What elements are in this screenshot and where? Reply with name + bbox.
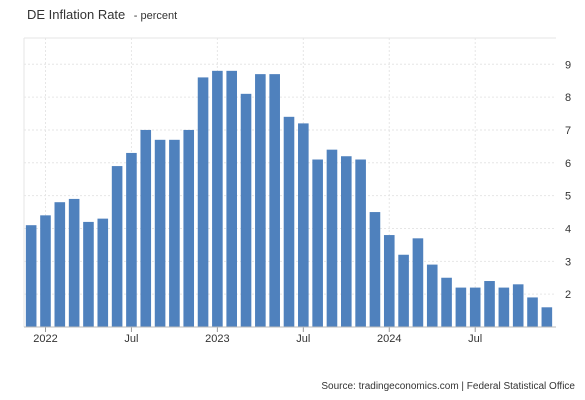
bar bbox=[169, 139, 180, 327]
x-tick-label: Jul bbox=[124, 333, 138, 345]
bar bbox=[97, 218, 109, 328]
bar bbox=[498, 287, 510, 327]
bar bbox=[140, 129, 152, 327]
bar bbox=[412, 238, 424, 327]
y-tick-label: 8 bbox=[565, 92, 571, 104]
y-tick-label: 5 bbox=[565, 191, 571, 203]
bar bbox=[25, 225, 37, 327]
chart-header: DE Inflation Rate - percent bbox=[27, 6, 177, 24]
bar bbox=[441, 277, 452, 327]
x-tick-label: 2023 bbox=[205, 333, 229, 345]
bar bbox=[326, 149, 338, 327]
bar bbox=[484, 281, 495, 327]
y-tick-label: 6 bbox=[565, 158, 571, 170]
x-tick-label: Jul bbox=[468, 333, 482, 345]
bar bbox=[226, 70, 237, 327]
chart-subtitle: - percent bbox=[133, 10, 178, 22]
bar bbox=[341, 156, 352, 327]
bar bbox=[283, 116, 295, 327]
bar bbox=[527, 297, 538, 327]
y-tick-label: 3 bbox=[565, 256, 571, 268]
bar bbox=[83, 221, 94, 327]
bar bbox=[541, 307, 553, 327]
bars bbox=[25, 70, 553, 328]
chart-title: DE Inflation Rate bbox=[27, 7, 126, 22]
bar bbox=[40, 215, 51, 327]
bar bbox=[255, 74, 266, 327]
bar bbox=[240, 93, 252, 327]
bar bbox=[369, 212, 381, 327]
bar bbox=[269, 74, 280, 327]
x-tick-label: Jul bbox=[296, 333, 310, 345]
bar bbox=[154, 139, 166, 327]
bar bbox=[426, 264, 438, 327]
x-tick-label: 2024 bbox=[377, 333, 401, 345]
y-tick-label: 2 bbox=[565, 289, 571, 301]
y-tick-label: 4 bbox=[565, 223, 571, 235]
bar bbox=[212, 70, 223, 327]
bar bbox=[512, 284, 524, 327]
axes: 2 3 4 5 6 7 8 9 2022 Jul 2023 Jul 2024 Jul bbox=[24, 59, 571, 345]
bar bbox=[298, 123, 309, 327]
bar bbox=[183, 129, 195, 327]
bar bbox=[398, 254, 409, 327]
y-tick-label: 9 bbox=[565, 59, 571, 71]
bar bbox=[355, 159, 366, 327]
bar bbox=[126, 152, 137, 327]
x-tick-label: 2022 bbox=[33, 333, 57, 345]
bar bbox=[383, 235, 395, 327]
bar bbox=[68, 198, 80, 327]
bar bbox=[469, 287, 481, 327]
bar bbox=[197, 77, 209, 327]
bar bbox=[111, 166, 123, 327]
source-note: Source: tradingeconomics.com | Federal S… bbox=[321, 381, 575, 392]
bar bbox=[455, 287, 467, 327]
bar bbox=[312, 159, 323, 327]
y-tick-label: 7 bbox=[565, 125, 571, 137]
bar bbox=[54, 202, 66, 327]
